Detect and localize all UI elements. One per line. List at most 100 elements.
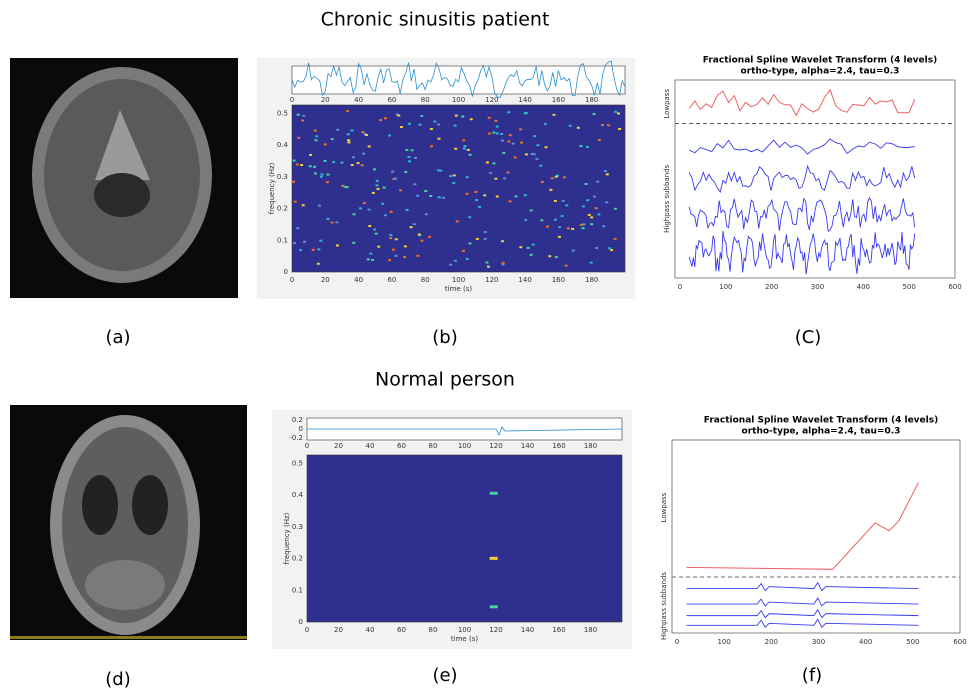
spectro-cell xyxy=(489,172,493,175)
spectro-cell xyxy=(299,249,303,252)
spectro-cell xyxy=(418,123,422,126)
spectro-cell xyxy=(506,171,510,174)
spectro-cell xyxy=(403,245,407,248)
spectro-cell xyxy=(371,258,375,261)
y-tick-label: 0.5 xyxy=(277,109,288,117)
spectro-cell xyxy=(376,187,380,190)
spectro-cell xyxy=(424,213,428,216)
spectro-cell xyxy=(529,209,533,212)
spectro-cell xyxy=(391,248,395,251)
spectro-cell xyxy=(359,207,363,210)
spectro-cell xyxy=(597,213,601,216)
x-tick-label: 300 xyxy=(812,638,825,646)
spectro-cell xyxy=(428,235,432,238)
spectro-cell xyxy=(379,119,383,122)
spectro-cell xyxy=(343,185,347,188)
spectro-cell xyxy=(586,199,590,202)
spectro-cell xyxy=(405,148,409,151)
y-tick-label: 0.3 xyxy=(277,173,288,181)
spectro-cell xyxy=(571,227,575,230)
spectro-cell xyxy=(416,254,420,257)
spectro-cell xyxy=(388,134,392,137)
spectro-cell xyxy=(492,131,496,134)
spectro-cell xyxy=(424,190,428,193)
caption: (f) xyxy=(802,665,822,686)
spectro-cell xyxy=(437,196,441,199)
spectro-cell xyxy=(374,232,378,235)
spectro-cell xyxy=(317,204,321,207)
y-tick-label: 0.1 xyxy=(277,236,288,244)
spectro-cell xyxy=(323,159,327,162)
spectro-cell xyxy=(409,226,413,229)
signal xyxy=(688,230,916,275)
spectro-cell xyxy=(514,195,518,198)
spectro-cell xyxy=(608,247,612,250)
x-tick-label: 0 xyxy=(678,283,682,291)
spectro-cell xyxy=(352,156,356,159)
spectro-cell xyxy=(296,113,300,116)
spectro-cell xyxy=(403,256,407,259)
spectro-cell xyxy=(557,235,561,238)
spectro-cell xyxy=(592,113,596,116)
signal xyxy=(689,138,915,155)
spectro-cell xyxy=(360,164,364,167)
y-axis-label: frequency (Hz) xyxy=(268,162,276,214)
spectro-cell xyxy=(292,180,296,183)
spectro-cell xyxy=(394,254,398,257)
spectro-cell xyxy=(361,131,365,134)
y-tick-label: 0.4 xyxy=(292,491,304,499)
spectro-cell xyxy=(455,220,459,223)
x-tick-label: 0 xyxy=(305,626,309,634)
x-tick-label: 120 xyxy=(489,626,502,634)
spectro-cell xyxy=(437,169,441,172)
x-tick-label: 60 xyxy=(397,626,406,634)
signal xyxy=(688,88,916,117)
y-tick-label: 0 xyxy=(299,618,303,626)
spectro-cell xyxy=(610,249,614,252)
spectro-cell xyxy=(300,164,304,167)
spectro-cell xyxy=(524,153,528,156)
heading: Chronic sinusitis patient xyxy=(321,9,550,31)
y-tick-label: 0.3 xyxy=(292,523,303,531)
spectro-cell xyxy=(315,135,319,138)
spectro-cell xyxy=(381,202,385,205)
spectro-cell xyxy=(301,204,305,207)
spectro-cell xyxy=(475,237,479,240)
signal xyxy=(686,608,919,619)
x-tick-label: 80 xyxy=(421,96,430,104)
spectro-cell xyxy=(524,218,528,221)
x-tick-label: 500 xyxy=(906,638,919,646)
spectro-cell xyxy=(313,165,317,168)
x-tick-label: 600 xyxy=(948,283,961,291)
spectro-cell xyxy=(500,132,504,135)
y-tick-label: 0.5 xyxy=(292,459,303,467)
spectro-cell xyxy=(335,221,339,224)
spectro-cell xyxy=(576,126,580,129)
spectro-cell xyxy=(303,240,307,243)
spectro-cell xyxy=(389,210,393,213)
spectro-cell xyxy=(523,112,527,115)
spectro-cell xyxy=(417,233,421,236)
spectro-cell xyxy=(595,246,599,249)
x-tick-label: 180 xyxy=(584,626,597,634)
spectro-cell xyxy=(494,177,498,180)
spectro-cell xyxy=(594,207,598,210)
wavelet-title: ortho-type, alpha=2.4, tau=0.3 xyxy=(742,427,901,437)
spectro-cell xyxy=(500,240,504,243)
spectro-cell xyxy=(582,223,586,226)
spectro-cell xyxy=(511,142,515,145)
spectro-cell xyxy=(533,135,537,138)
spectro-cell xyxy=(489,556,498,560)
spectro-cell xyxy=(405,208,409,211)
signal xyxy=(686,597,919,607)
spectro-cell xyxy=(487,265,491,268)
spectro-cell xyxy=(596,180,600,183)
spectro-cell xyxy=(347,139,351,142)
spectro-cell xyxy=(494,119,498,122)
spectro-cell xyxy=(483,231,487,234)
spectro-cell xyxy=(561,199,565,202)
spectro-cell xyxy=(590,216,594,219)
spectro-cell xyxy=(526,246,530,249)
x-tick-label: 160 xyxy=(552,626,565,634)
